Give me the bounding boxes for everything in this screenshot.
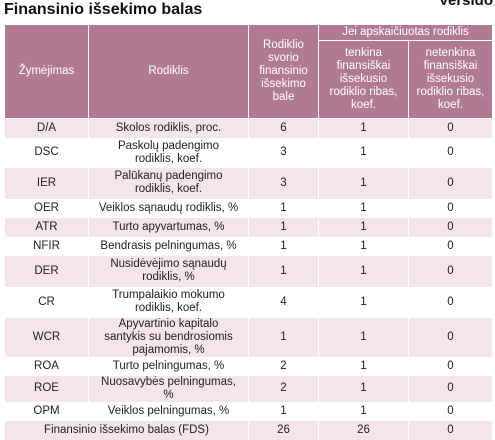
table-cell: Veiklos pelningumas, % <box>88 401 249 421</box>
table-cell: Veiklos sąnaudų rodiklis, % <box>88 198 249 218</box>
table-cell: OPM <box>4 401 89 421</box>
table-cell: 4 <box>248 286 319 318</box>
table-row: NFIR Bendrasis pelningumas, % 1 1 0 <box>4 236 493 256</box>
table-cell: 0 <box>408 137 493 168</box>
header-cell: netenkina finansiškai išsekusio rodiklio… <box>408 40 493 119</box>
table-cell: 2 <box>248 356 319 376</box>
table-row: D/A Skolos rodiklis, proc. 6 1 0 <box>4 118 493 138</box>
header-cell: Žymėjimas <box>4 24 89 119</box>
table-cell: 1 <box>248 255 319 287</box>
table-cell: 0 <box>408 198 493 218</box>
table-cell: 0 <box>408 217 493 237</box>
table-cell: Palūkanų padengimo rodiklis, koef. <box>88 167 249 199</box>
table-row: DSC Paskolų padengimo rodiklis, koef. 3 1 0 <box>4 137 493 168</box>
table-cell: 1 <box>248 401 319 421</box>
table-cell: 0 <box>408 375 493 402</box>
table-cell: Turto apyvartumas, % <box>88 217 249 237</box>
table-cell: Paskolų padengimo rodiklis, koef. <box>88 137 249 168</box>
table: Žymėjimas Rodiklis Rodiklio svorio finan… <box>4 24 493 440</box>
table-cell: DSC <box>4 137 89 168</box>
table-cell: 3 <box>248 167 319 199</box>
table-row: WCR Apyvartinio kapitalo santykis su bend… <box>4 317 493 357</box>
table-cell: 2 <box>248 375 319 402</box>
table-cell: ROA <box>4 356 89 376</box>
table-cell: 0 <box>408 236 493 256</box>
header-cell: Jei apskaičiuotas rodiklis <box>318 24 493 41</box>
table-cell: ROE <box>4 375 89 402</box>
table-cell: Finansinio išsekimo balas (FDS) <box>4 420 249 440</box>
table-cell: Skolos rodiklis, proc. <box>88 118 249 138</box>
table-cell: 1 <box>318 236 409 256</box>
table-cell: 1 <box>318 401 409 421</box>
table-cell: Bendrasis pelningumas, % <box>88 236 249 256</box>
table-cell: 1 <box>318 375 409 402</box>
table-row: ROE Nuosavybės pelningumas, % 2 1 0 <box>4 375 493 402</box>
table-cell: Apyvartinio kapitalo santykis su bendros… <box>88 317 249 357</box>
table-cell: 26 <box>318 420 409 440</box>
table-cell: 1 <box>318 118 409 138</box>
header-cell: Rodiklis <box>88 24 249 119</box>
table-cell: Nusidėvėjimo sąnaudų rodiklis, % <box>88 255 249 287</box>
table-cell: WCR <box>4 317 89 357</box>
table-cell: 3 <box>248 137 319 168</box>
table-cell: Turto pelningumas, % <box>88 356 249 376</box>
header-cell: tenkina finansiškai išsekusio rodiklio r… <box>318 40 409 119</box>
table-cell: OER <box>4 198 89 218</box>
table-cell: 0 <box>408 286 493 318</box>
table-cell: 1 <box>318 217 409 237</box>
table-cell: 1 <box>248 198 319 218</box>
table-cell: 1 <box>248 317 319 357</box>
table-cell: 0 <box>408 118 493 138</box>
table-cell: 1 <box>248 217 319 237</box>
table-cell: 1 <box>318 198 409 218</box>
table-row: CR Trumpalaikio mokumo rodiklis, koef. 4 1 0 <box>4 286 493 318</box>
table-cell: 1 <box>318 286 409 318</box>
table-cell: 1 <box>318 317 409 357</box>
table-row: OER Veiklos sąnaudų rodiklis, % 1 1 0 <box>4 198 493 218</box>
table-cell: ATR <box>4 217 89 237</box>
table-cell: NFIR <box>4 236 89 256</box>
table-row: IER Palūkanų padengimo rodiklis, koef. 3 1 0 <box>4 167 493 199</box>
table-cell: Nuosavybės pelningumas, % <box>88 375 249 402</box>
table-cell: D/A <box>4 118 89 138</box>
table-cell: 1 <box>318 167 409 199</box>
table-cell: Trumpalaikio mokumo rodiklis, koef. <box>88 286 249 318</box>
table-cell: 0 <box>408 317 493 357</box>
table-cell: 26 <box>248 420 319 440</box>
table-cell: 1 <box>318 356 409 376</box>
table-body: D/A Skolos rodiklis, proc. 6 1 0 DSC Paskolų p… <box>4 118 493 440</box>
total-row: Finansinio išsekimo balas (FDS) 26 26 0 <box>4 420 493 440</box>
table-cell: 1 <box>318 255 409 287</box>
header-cell: Rodiklio svorio finansinio išsekimo bale <box>248 24 319 119</box>
table-row: ATR Turto apyvartumas, % 1 1 0 <box>4 217 493 237</box>
table-row: OPM Veiklos pelningumas, % 1 1 0 <box>4 401 493 421</box>
table-row: ROA Turto pelningumas, % 2 1 0 <box>4 356 493 376</box>
table-cell: 1 <box>318 137 409 168</box>
table-cell: 0 <box>408 420 493 440</box>
table-cell: 0 <box>408 401 493 421</box>
table-row: DER Nusidėvėjimo sąnaudų rodiklis, % 1 1 0 <box>4 255 493 287</box>
table-cell: 0 <box>408 255 493 287</box>
title: Finansinio išsekimo balas <box>4 1 203 18</box>
table-cell: IER <box>4 167 89 199</box>
corner-text: Versldo <box>438 0 493 9</box>
table-cell: 6 <box>248 118 319 138</box>
table-cell: DER <box>4 255 89 287</box>
table-cell: 0 <box>408 356 493 376</box>
table-cell: CR <box>4 286 89 318</box>
table-cell: 0 <box>408 167 493 199</box>
table-cell: 1 <box>248 236 319 256</box>
